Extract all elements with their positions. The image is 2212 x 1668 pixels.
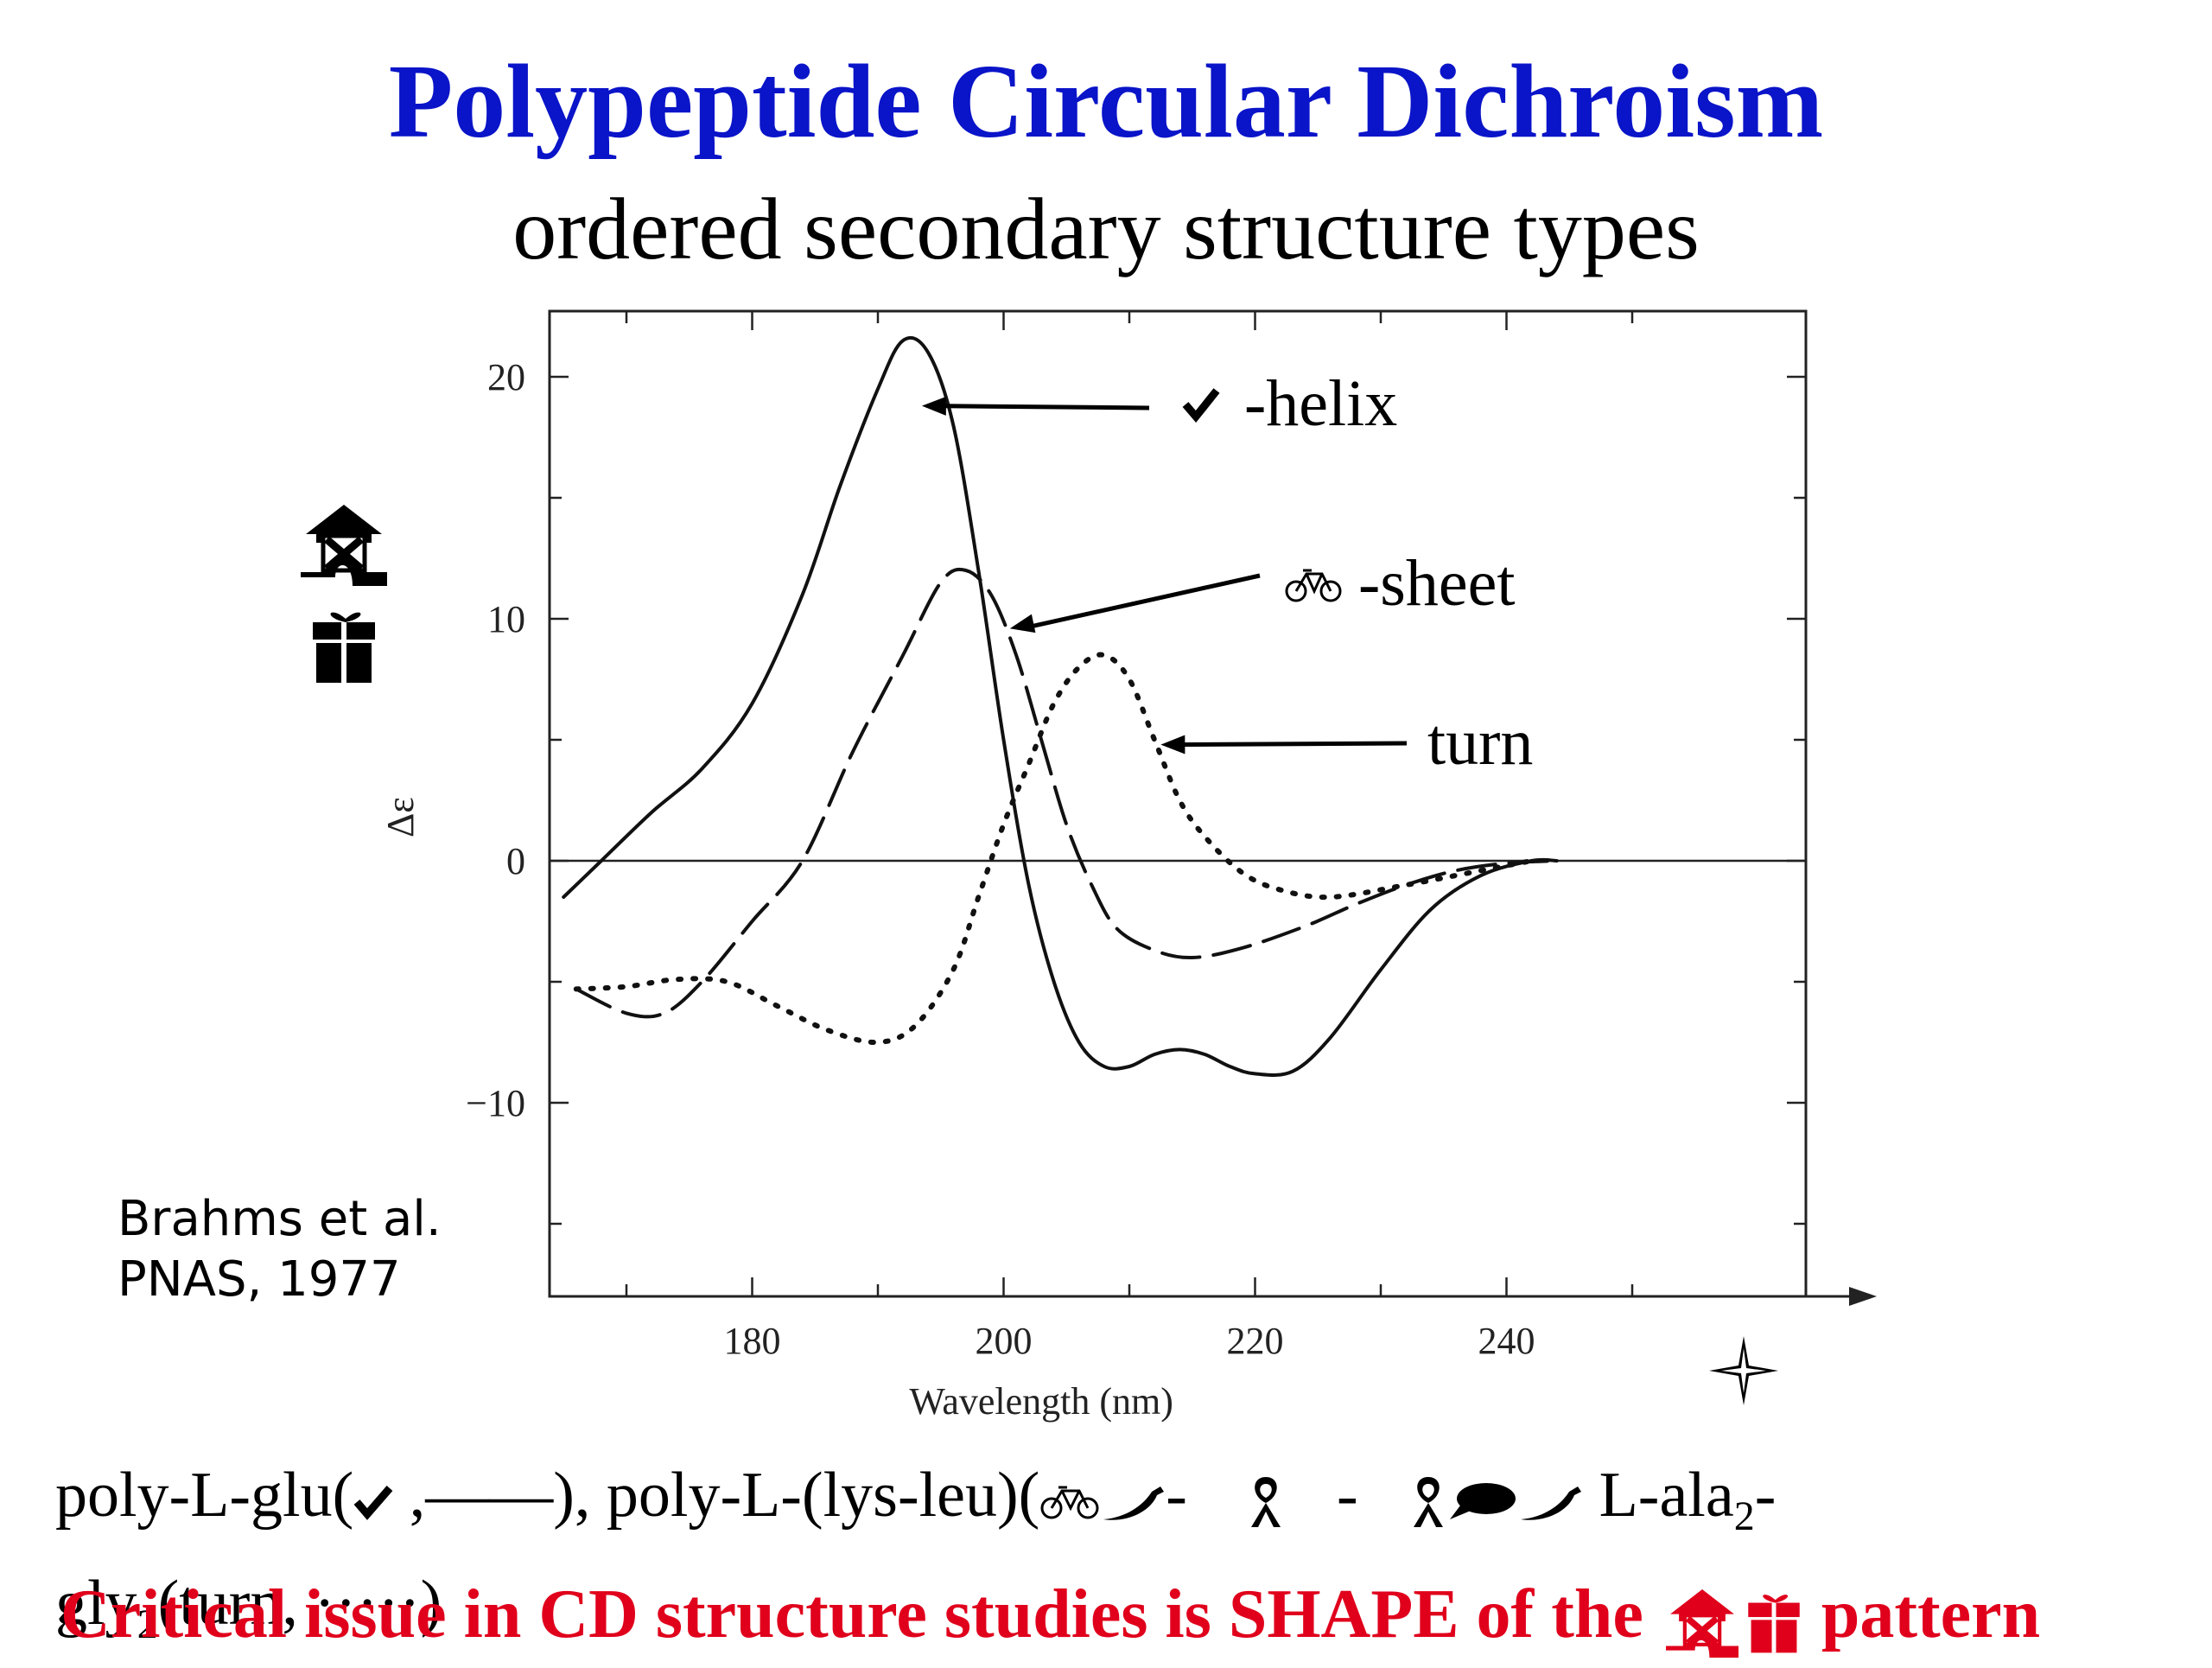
citation-authors: Brahms et al. [118,1191,442,1247]
plot-frame [548,309,1808,1298]
y-tick-label: −10 [466,1082,525,1124]
y-tick-label: 20 [487,356,525,398]
caption-subscript-2: 2 [137,1601,158,1647]
annotation-label: -helix [1244,367,1397,440]
annotation-arrowhead [1009,614,1036,633]
series-line-turn [573,652,1535,1046]
footer-text-1: Critical issue in CD structure studies i… [60,1576,1661,1652]
y-axis-title: Δε [379,797,422,837]
caption-text-1: poly-L-glu( [55,1460,354,1531]
caption-text-2: ,——), poly-L-(lys-leu)( [393,1460,1040,1531]
citation: Brahms et al. PNAS, 1977 [118,1189,442,1310]
bicycle-wheel [1285,580,1307,602]
bicycle-frame [1294,569,1332,595]
caption-text-7: gly [55,1567,137,1639]
slide-subtitle: ordered secondary structure types [512,181,1700,278]
annotation-arrow-line [1173,741,1408,748]
annotation-arrowhead [921,396,947,416]
annotation-arrowhead [1160,735,1185,754]
x-axis-arrowhead [1849,1287,1877,1306]
bicycle-icon [1285,569,1342,602]
caption-text-6: - [1754,1460,1777,1531]
x-tick-label: 200 [976,1320,1033,1362]
citation-journal: PNAS, 1977 [118,1251,401,1308]
check-icon [1182,388,1220,423]
gift-icon [313,612,375,683]
caption-text-8: (turn, ·····) [157,1567,442,1639]
series-line-sheet [574,567,1559,1019]
check-icon [353,1486,393,1520]
caption-text-4: - [1320,1460,1375,1531]
annotation-arrow-line [933,404,1150,411]
chart-annotations: -helix -sheet turn [921,367,1533,779]
annotation-label: turn [1427,706,1533,779]
annotation-label: -sheet [1358,547,1515,620]
slide-title: Polypeptide Circular Dichroism [388,43,1824,160]
chart-axes: 180 200 220 240 20 10 0 −10 Wavelength (nm) Δε [379,309,1877,1423]
chart-curves [562,335,1559,1077]
x-tick-label: 240 [1478,1320,1535,1362]
caption-text-5: L-ala [1583,1460,1734,1531]
x-tick-label: 220 [1227,1320,1284,1362]
pepper-icon [1521,1487,1582,1520]
series-line-helix [562,335,1559,1077]
y-tick-label: 10 [487,598,525,640]
bicycle-wheel [1319,580,1342,602]
annotation-arrow-line [1021,573,1261,631]
house-icon [1665,1588,1738,1658]
caption-subscript-1: 2 [1733,1493,1755,1539]
x-tick-label: 180 [724,1320,781,1362]
speech-bubble-icon [1450,1483,1516,1520]
gift-icon [1748,1594,1800,1652]
ribbon-icon [1414,1477,1444,1528]
y-tick-label: 0 [506,840,525,882]
pepper-icon [1103,1487,1165,1520]
ribbon-icon [1251,1477,1281,1528]
x-axis-title: Wavelength (nm) [909,1380,1173,1423]
caption: poly-L-glu( ,——), poly-L-(lys-leu)( - - L… [55,1452,1776,1668]
caption-text-3: - [1166,1460,1187,1531]
footer-note: Critical issue in CD structure studies i… [60,1571,2040,1658]
house-icon [301,505,387,586]
footer-text-2: pattern [1803,1576,2041,1652]
star-icon [1709,1336,1778,1405]
bicycle-icon [1040,1486,1099,1519]
